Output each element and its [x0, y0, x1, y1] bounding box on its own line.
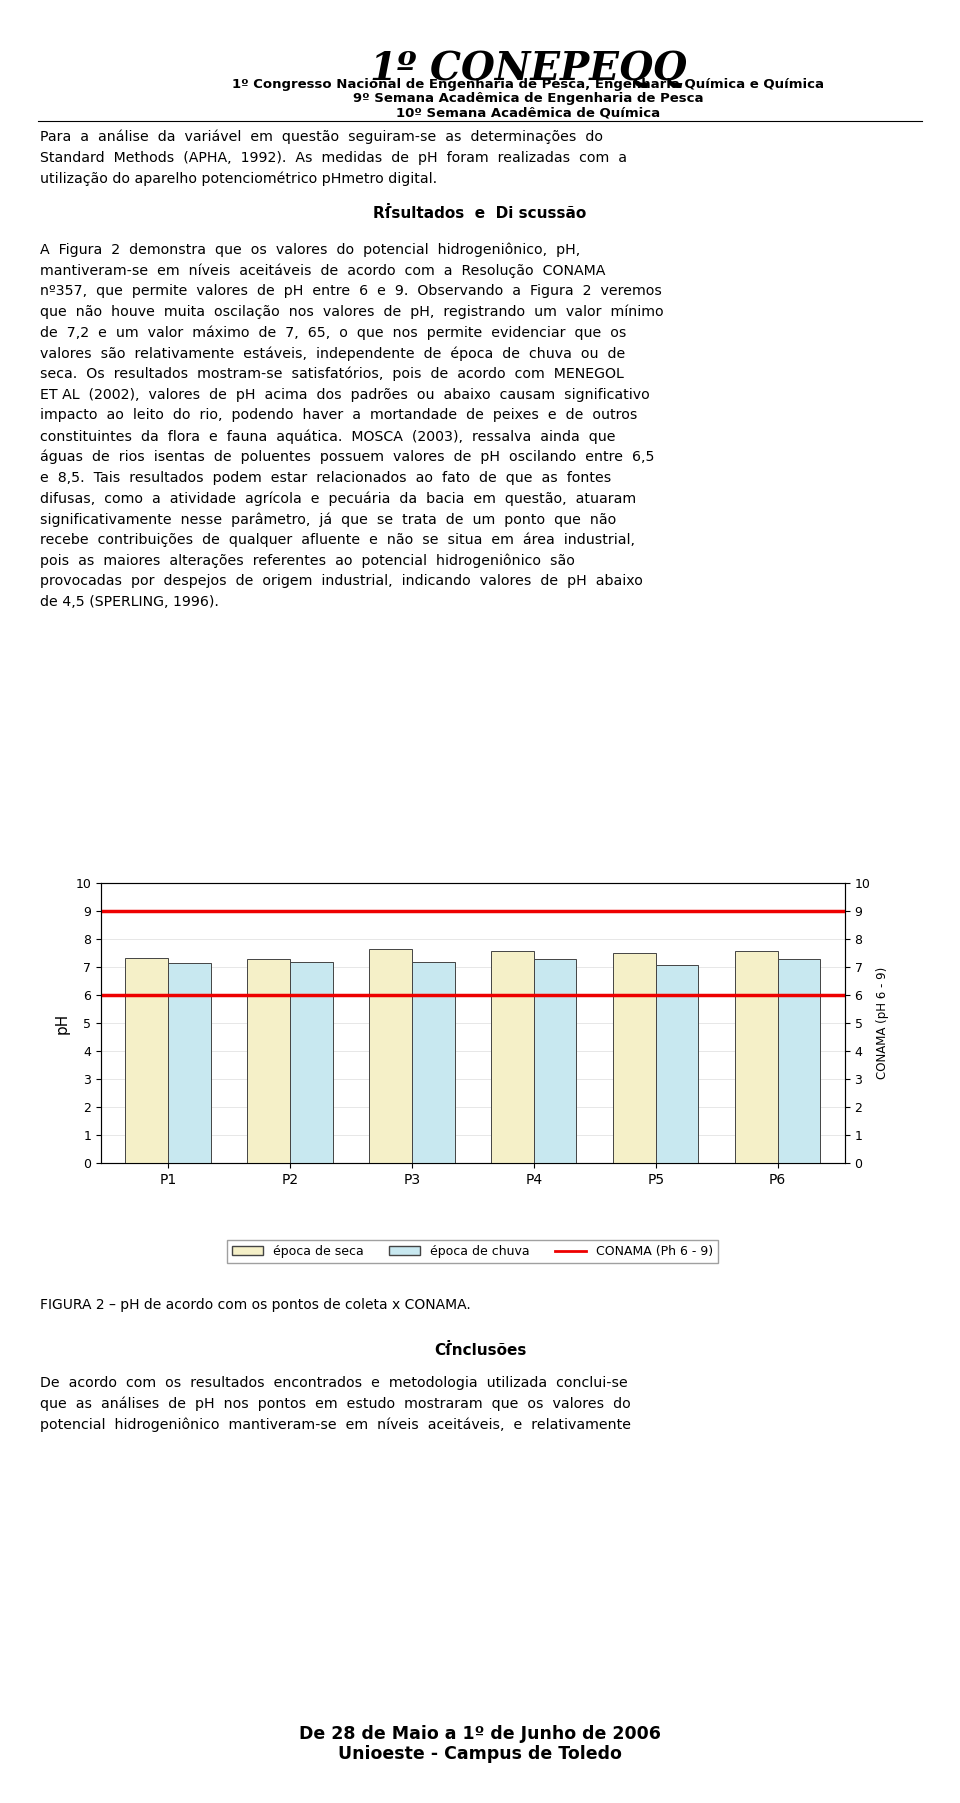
Text: utilização do aparelho potenciométrico pHmetro digital.: utilização do aparelho potenciométrico p… [40, 171, 438, 186]
Text: Rẛsultados  e  Di scussão: Rẛsultados e Di scussão [373, 206, 587, 222]
Text: provocadas  por  despejos  de  origem  industrial,  indicando  valores  de  pH  : provocadas por despejos de origem indust… [40, 573, 643, 588]
Bar [656, 965, 699, 1163]
Text: que  as  análises  de  pH  nos  pontos  em  estudo  mostraram  que  os  valores : que as análises de pH nos pontos em estu… [40, 1397, 631, 1412]
Y-axis label: pH: pH [55, 1013, 70, 1033]
Text: Cẛnclusões: Cẛnclusões [434, 1343, 526, 1358]
Text: potencial  hidrogeniônico  mantiveram-se  em  níveis  aceitáveis,  e  relativame: potencial hidrogeniônico mantiveram-se e… [40, 1417, 632, 1432]
Text: águas  de  rios  isentas  de  poluentes  possuem  valores  de  pH  oscilando  en: águas de rios isentas de poluentes possu… [40, 449, 655, 465]
Text: FIGURA 2 – pH de acordo com os pontos de coleta x CONAMA.: FIGURA 2 – pH de acordo com os pontos de… [40, 1298, 471, 1313]
Text: 1º Congresso Nacional de Engenharia de Pesca, Engenharia Química e Química: 1º Congresso Nacional de Engenharia de P… [232, 78, 824, 90]
Bar [125, 957, 168, 1163]
Bar [247, 959, 290, 1163]
Text: 10º Semana Acadêmica de Química: 10º Semana Acadêmica de Química [396, 106, 660, 119]
Text: significativamente  nesse  parâmetro,  já  que  se  trata  de  um  ponto  que  n: significativamente nesse parâmetro, já q… [40, 512, 616, 526]
Legend: época de seca, época de chuva, CONAMA (Ph 6 - 9): época de seca, época de chuva, CONAMA (P… [228, 1240, 718, 1262]
Text: A  Figura  2  demonstra  que  os  valores  do  potencial  hidrogeniônico,  pH,: A Figura 2 demonstra que os valores do p… [40, 242, 581, 258]
Text: impacto  ao  leito  do  rio,  podendo  haver  a  mortandade  de  peixes  e  de  : impacto ao leito do rio, podendo haver a… [40, 407, 637, 422]
Text: De  acordo  com  os  resultados  encontrados  e  metodologia  utilizada  conclui: De acordo com os resultados encontrados … [40, 1376, 628, 1390]
Text: 9º Semana Acadêmica de Engenharia de Pesca: 9º Semana Acadêmica de Engenharia de Pes… [352, 92, 704, 105]
Text: constituintes  da  flora  e  fauna  aquática.  MOSCA  (2003),  ressalva  ainda  : constituintes da flora e fauna aquática.… [40, 429, 615, 444]
Text: pois  as  maiores  alterações  referentes  ao  potencial  hidrogeniônico  são: pois as maiores alterações referentes ao… [40, 554, 575, 568]
Text: recebe  contribuições  de  qualquer  afluente  e  não  se  situa  em  área  indu: recebe contribuições de qualquer afluent… [40, 532, 636, 548]
Text: valores  são  relativamente  estáveis,  independente  de  época  de  chuva  ou  : valores são relativamente estáveis, inde… [40, 346, 626, 361]
Bar [534, 959, 576, 1163]
Text: Para  a  análise  da  variável  em  questão  seguiram-se  as  determinações  do: Para a análise da variável em questão se… [40, 130, 603, 144]
Text: de 4,5 (SPERLING, 1996).: de 4,5 (SPERLING, 1996). [40, 595, 219, 609]
Text: De 28 de Maio a 1º de Junho de 2006
Unioeste - Campus de Toledo: De 28 de Maio a 1º de Junho de 2006 Unio… [300, 1724, 660, 1763]
Bar [778, 959, 821, 1163]
Bar [290, 961, 332, 1163]
Bar [168, 963, 210, 1163]
Text: e  8,5.  Tais  resultados  podem  estar  relacionados  ao  fato  de  que  as  fo: e 8,5. Tais resultados podem estar relac… [40, 471, 612, 485]
Text: seca.  Os  resultados  mostram-se  satisfatórios,  pois  de  acordo  com  MENEGO: seca. Os resultados mostram-se satisfató… [40, 366, 624, 382]
Text: que  não  houve  muita  oscilação  nos  valores  de  pH,  registrando  um  valor: que não houve muita oscilação nos valore… [40, 305, 664, 319]
Text: Standard  Methods  (APHA,  1992).  As  medidas  de  pH  foram  realizadas  com  : Standard Methods (APHA, 1992). As medida… [40, 150, 627, 164]
Text: 1º CONEPEQQ: 1º CONEPEQQ [370, 50, 686, 88]
Bar [735, 950, 778, 1163]
Bar [370, 948, 412, 1163]
Text: nº357,  que  permite  valores  de  pH  entre  6  e  9.  Observando  a  Figura  2: nº357, que permite valores de pH entre 6… [40, 283, 662, 297]
Text: mantiveram-se  em  níveis  aceitáveis  de  acordo  com  a  Resolução  CONAMA: mantiveram-se em níveis aceitáveis de ac… [40, 263, 606, 278]
Text: de  7,2  e  um  valor  máximo  de  7,  65,  o  que  nos  permite  evidenciar  qu: de 7,2 e um valor máximo de 7, 65, o que… [40, 325, 627, 341]
Y-axis label: CONAMA (pH 6 - 9): CONAMA (pH 6 - 9) [876, 966, 889, 1080]
Bar [492, 950, 534, 1163]
Text: ET AL  (2002),  valores  de  pH  acima  dos  padrões  ou  abaixo  causam  signif: ET AL (2002), valores de pH acima dos pa… [40, 388, 650, 402]
Bar [613, 954, 656, 1163]
Text: difusas,  como  a  atividade  agrícola  e  pecuária  da  bacia  em  questão,  at: difusas, como a atividade agrícola e pec… [40, 490, 636, 507]
Bar [412, 961, 454, 1163]
